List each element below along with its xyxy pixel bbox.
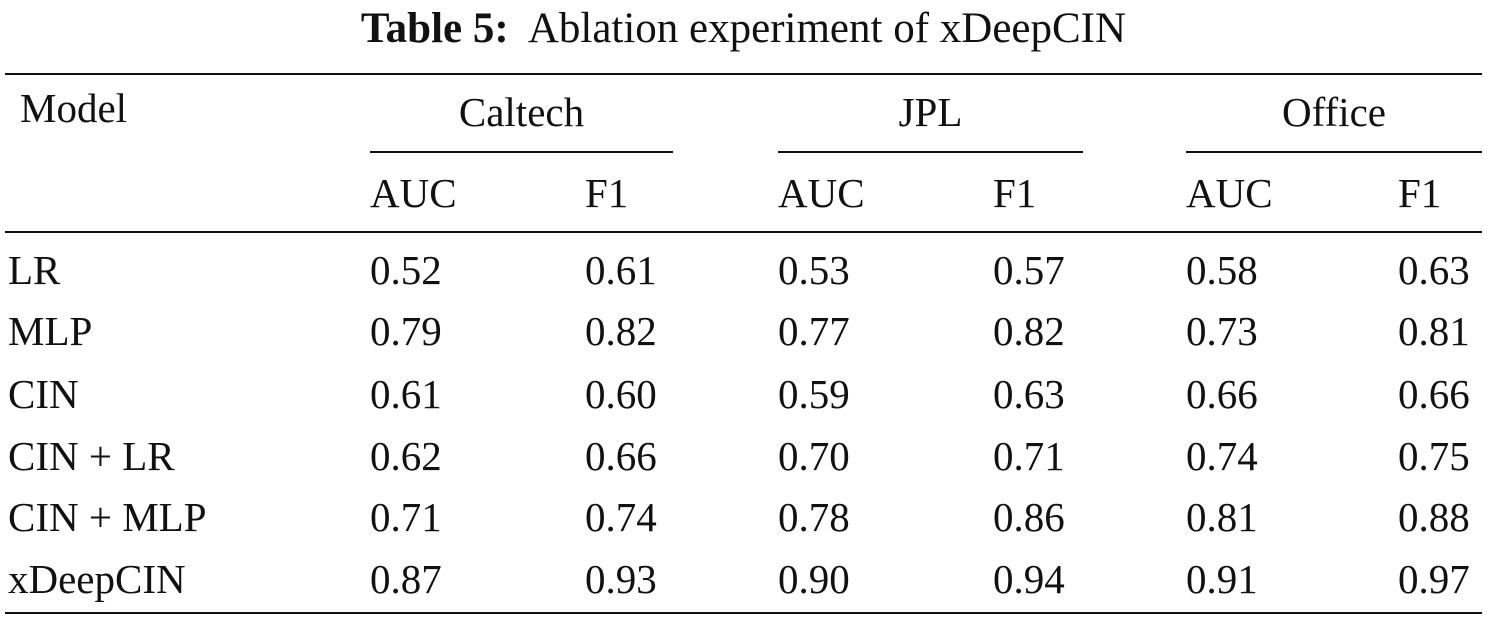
caption-text: Ablation experiment of xDeepCIN xyxy=(527,5,1127,52)
row-label-xdeepcin: xDeepCIN xyxy=(8,556,186,602)
table-cell: 0.60 xyxy=(585,371,657,417)
row-label-cin-lr: CIN + LR xyxy=(8,433,175,479)
subheader-jpl-f1: F1 xyxy=(993,170,1037,216)
group-rule-caltech xyxy=(370,151,673,153)
table-cell: 0.79 xyxy=(370,308,442,354)
caption-label: Table 5: xyxy=(360,5,509,52)
table-cell: 0.61 xyxy=(370,371,442,417)
table-cell: 0.82 xyxy=(993,308,1065,354)
top-rule xyxy=(5,73,1482,75)
table-cell: 0.81 xyxy=(1186,494,1258,540)
group-rule-jpl xyxy=(778,151,1083,153)
table-cell: 0.86 xyxy=(993,494,1065,540)
table-cell: 0.61 xyxy=(585,247,657,293)
table-cell: 0.77 xyxy=(778,308,850,354)
row-label-mlp: MLP xyxy=(8,308,93,354)
group-rule-office xyxy=(1186,151,1482,153)
row-label-lr: LR xyxy=(8,247,61,293)
table-cell: 0.74 xyxy=(1186,433,1258,479)
row-header-model: Model xyxy=(20,85,128,131)
table-cell: 0.75 xyxy=(1398,433,1470,479)
table-cell: 0.90 xyxy=(778,556,850,602)
table-cell: 0.57 xyxy=(993,247,1065,293)
table-cell: 0.71 xyxy=(370,494,442,540)
table-cell: 0.78 xyxy=(778,494,850,540)
table-cell: 0.71 xyxy=(993,433,1065,479)
table-cell: 0.66 xyxy=(585,433,657,479)
group-header-caltech: Caltech xyxy=(458,89,585,135)
table-cell: 0.73 xyxy=(1186,308,1258,354)
table-cell: 0.62 xyxy=(370,433,442,479)
subheader-caltech-f1: F1 xyxy=(585,170,629,216)
table-cell: 0.66 xyxy=(1186,371,1258,417)
bottom-rule xyxy=(5,612,1482,614)
table-cell: 0.53 xyxy=(778,247,850,293)
row-label-cin: CIN xyxy=(8,371,79,417)
table-cell: 0.66 xyxy=(1398,371,1470,417)
table-cell: 0.87 xyxy=(370,556,442,602)
table-cell: 0.59 xyxy=(778,371,850,417)
table-cell: 0.91 xyxy=(1186,556,1258,602)
table-cell: 0.94 xyxy=(993,556,1065,602)
table-cell: 0.88 xyxy=(1398,494,1470,540)
table-cell: 0.63 xyxy=(993,371,1065,417)
table-cell: 0.74 xyxy=(585,494,657,540)
group-header-office: Office xyxy=(1282,89,1386,135)
row-label-cin-mlp: CIN + MLP xyxy=(8,494,207,540)
subheader-jpl-auc: AUC xyxy=(778,170,865,216)
table-cell: 0.93 xyxy=(585,556,657,602)
subheader-office-f1: F1 xyxy=(1398,170,1442,216)
table-cell: 0.52 xyxy=(370,247,442,293)
table-cell: 0.82 xyxy=(585,308,657,354)
table-cell: 0.81 xyxy=(1398,308,1470,354)
group-header-jpl: JPL xyxy=(898,89,963,135)
subheader-office-auc: AUC xyxy=(1186,170,1273,216)
header-rule xyxy=(5,231,1482,233)
table-caption: Table 5: Ablation experiment of xDeepCIN xyxy=(0,4,1487,54)
table-cell: 0.63 xyxy=(1398,247,1470,293)
table-cell: 0.97 xyxy=(1398,556,1470,602)
subheader-caltech-auc: AUC xyxy=(370,170,457,216)
table-cell: 0.58 xyxy=(1186,247,1258,293)
table-cell: 0.70 xyxy=(778,433,850,479)
